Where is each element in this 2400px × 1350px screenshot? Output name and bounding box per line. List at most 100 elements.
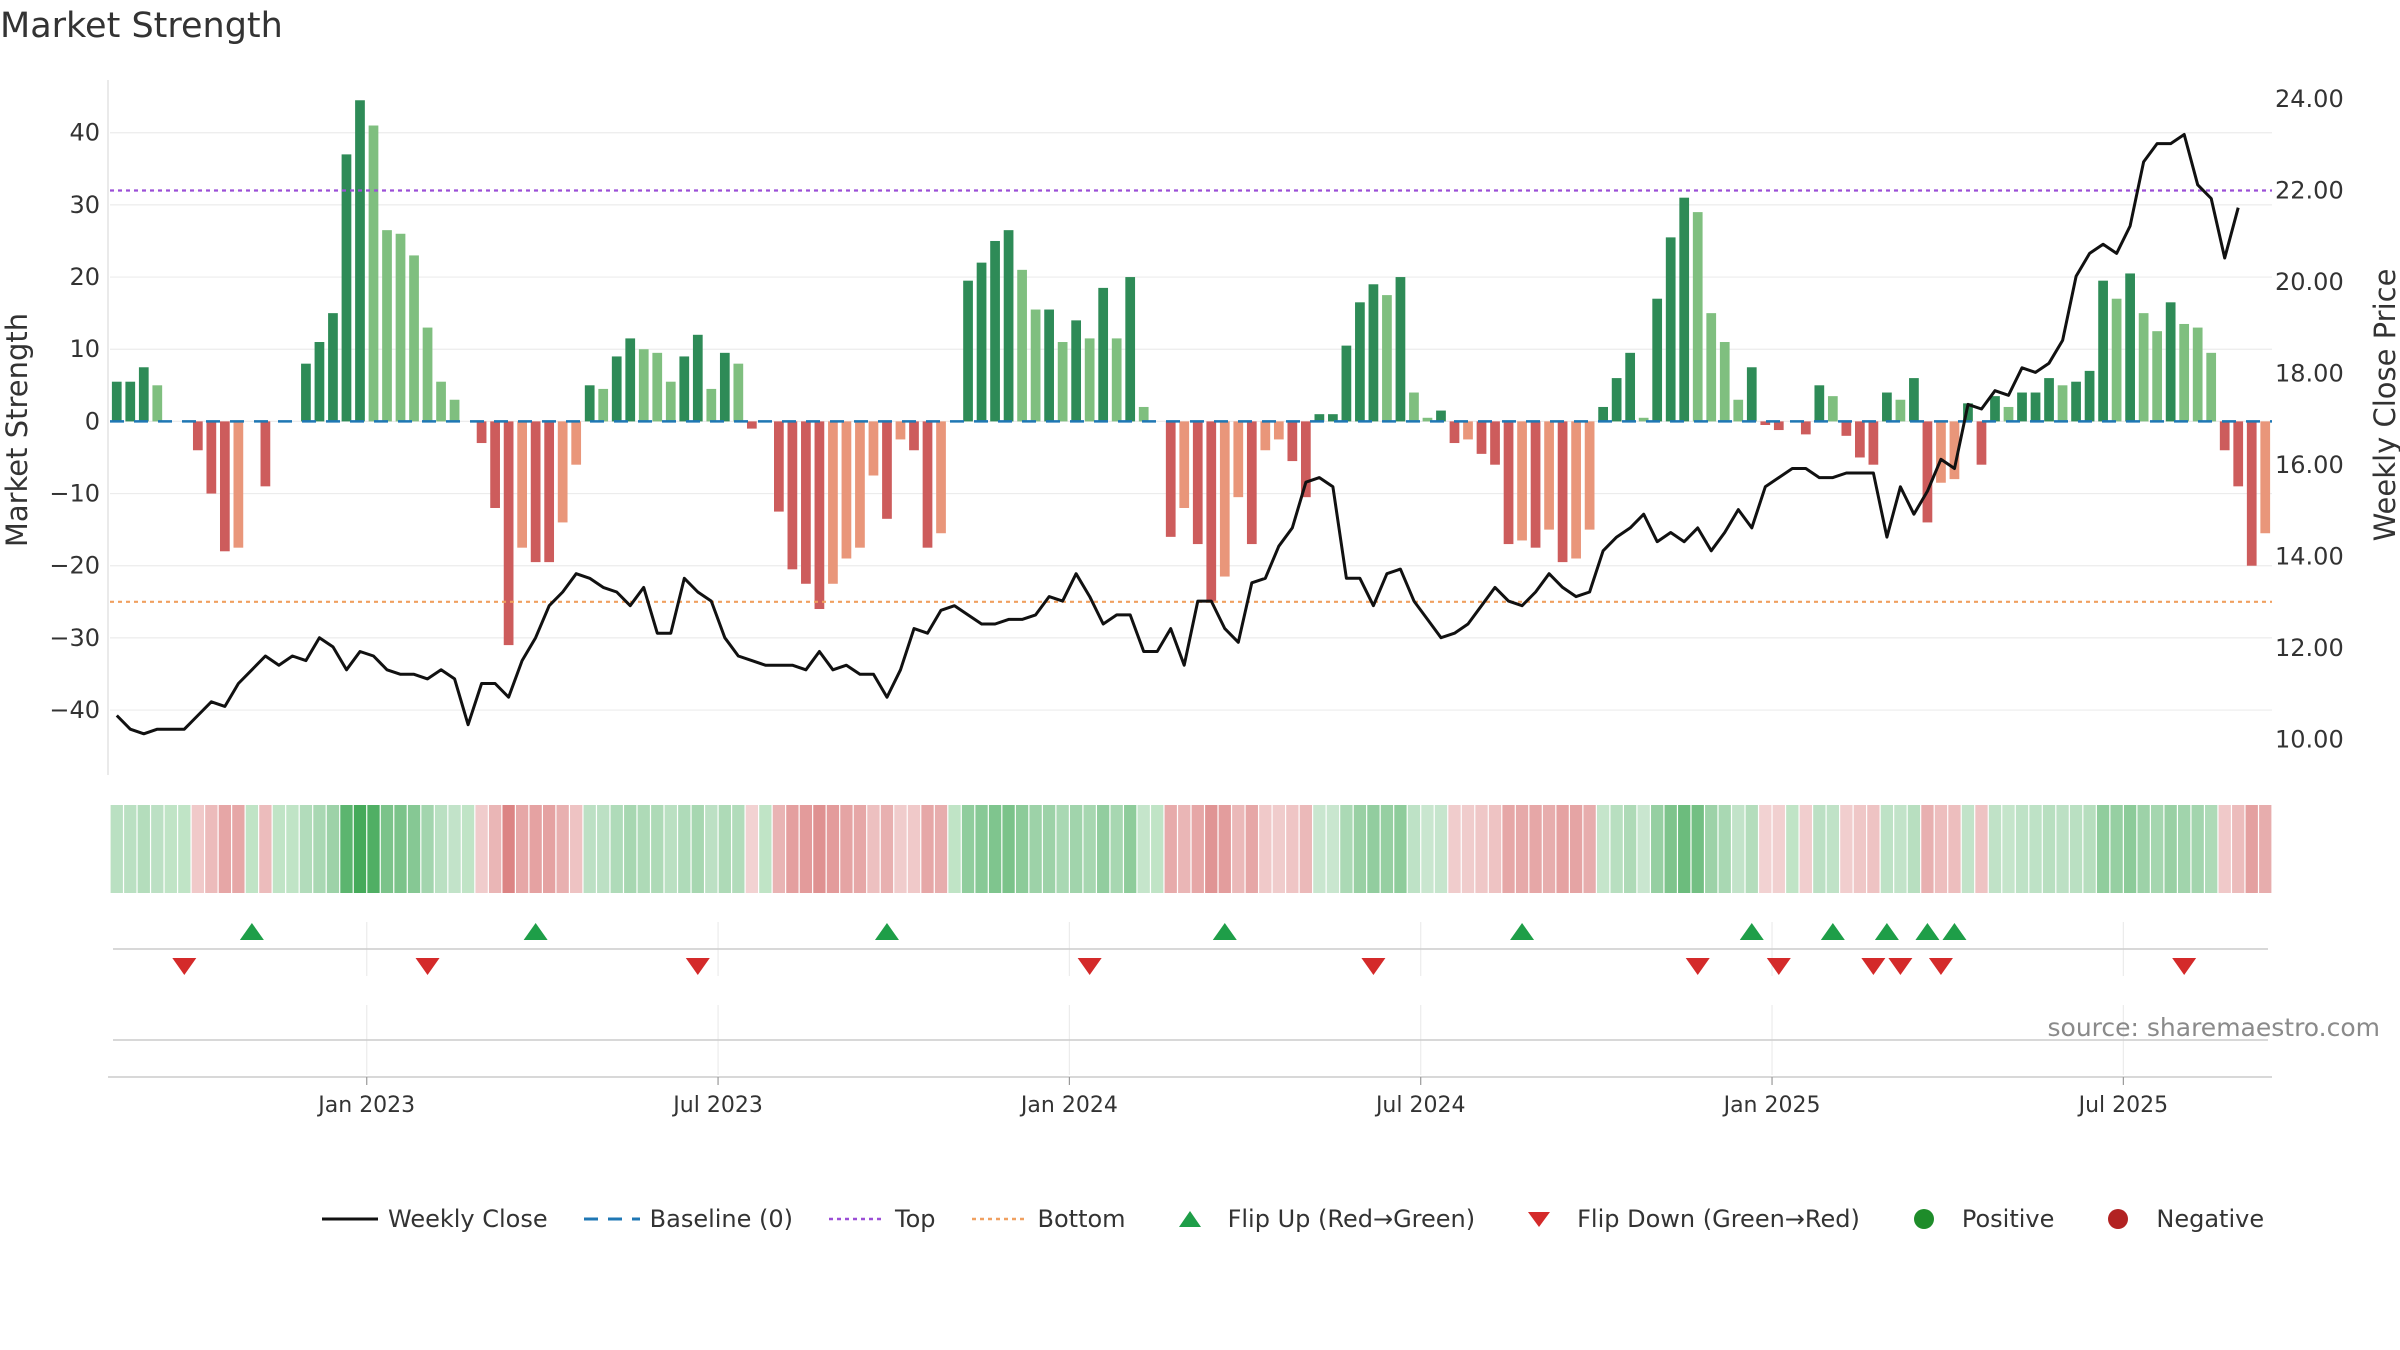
- flip-up-marker: [1510, 923, 1535, 940]
- heat-cell: [1880, 805, 1894, 893]
- strength-bar: [1300, 421, 1311, 498]
- strength-bar: [2084, 370, 2095, 422]
- strength-bar: [1328, 414, 1338, 422]
- strength-bar: [395, 233, 406, 422]
- strength-bar: [584, 385, 595, 422]
- heat-cell: [1826, 805, 1839, 893]
- strength-bar: [2179, 323, 2190, 422]
- heat-cell: [583, 805, 596, 893]
- heat-cell: [1286, 805, 1299, 893]
- heat-cell: [664, 805, 677, 893]
- y-tick-label: 20: [69, 263, 100, 291]
- strength-bar: [1098, 287, 1109, 422]
- weekly-close-line: [115, 133, 2240, 736]
- y2-tick-label: 14.00: [2275, 542, 2344, 570]
- y2-tick-label: 20.00: [2275, 268, 2344, 296]
- heat-cell: [1921, 805, 1934, 893]
- strength-bar: [314, 342, 325, 422]
- heat-cell: [1624, 805, 1637, 893]
- strength-bar: [409, 255, 419, 422]
- heat-cell: [2056, 805, 2069, 893]
- heat-cell: [2232, 805, 2245, 893]
- flip-up-marker: [1915, 923, 1940, 940]
- strength-bar: [1571, 421, 1581, 559]
- heat-cell: [826, 805, 840, 893]
- heat-cell: [1515, 805, 1529, 893]
- strength-bar: [557, 421, 568, 523]
- heat-cell: [691, 805, 704, 893]
- flip-down-marker: [415, 958, 440, 975]
- heat-cell: [340, 805, 353, 893]
- strength-bar: [1233, 421, 1244, 498]
- heat-cell: [1799, 805, 1812, 893]
- heat-cell: [786, 805, 799, 893]
- strength-bar: [1692, 212, 1703, 422]
- heat-cell: [1205, 805, 1218, 893]
- heat-cell: [2002, 805, 2015, 893]
- strength-bar: [1260, 421, 1271, 451]
- flip-up-marker: [1874, 923, 1899, 940]
- heat-cell: [637, 805, 650, 893]
- heat-cell: [2110, 805, 2123, 893]
- strength-bar: [665, 381, 676, 422]
- heat-cell: [1326, 805, 1340, 893]
- heat-cell: [286, 805, 299, 893]
- strength-bar: [233, 421, 244, 548]
- heat-cell: [880, 805, 894, 893]
- strength-bar: [855, 421, 865, 548]
- strength-bar: [1949, 421, 1960, 480]
- heat-cell: [1691, 805, 1704, 893]
- y2-tick-label: 24.00: [2275, 85, 2344, 113]
- strength-bar: [719, 352, 730, 422]
- legend-bottom: Bottom: [970, 1205, 1126, 1233]
- strength-bar: [1436, 410, 1446, 422]
- heat-cell: [164, 805, 177, 893]
- strength-bar: [611, 356, 622, 422]
- heat-cell: [178, 805, 191, 893]
- heat-cell: [1015, 805, 1029, 893]
- legend-flip-up: Flip Up (Red→Green): [1160, 1205, 1475, 1233]
- heat-cell: [1894, 805, 1907, 893]
- heat-cell: [1353, 805, 1367, 893]
- heat-cell: [2164, 805, 2177, 893]
- strength-bar: [503, 421, 514, 646]
- heat-cell: [529, 805, 542, 893]
- heat-strip: [110, 805, 2272, 893]
- heat-cell: [853, 805, 867, 893]
- strength-bar: [1341, 345, 1352, 422]
- flip-down-marker: [1766, 958, 1791, 975]
- strength-bar: [138, 367, 149, 422]
- strength-bar: [1746, 367, 1757, 422]
- heat-cell: [1232, 805, 1245, 893]
- legend: Weekly Close Baseline (0) Top Bottom Fli…: [320, 1205, 2298, 1233]
- heat-cell: [1678, 805, 1691, 893]
- strength-bar: [1138, 406, 1149, 422]
- strength-bar: [909, 421, 919, 451]
- strength-bar: [1449, 421, 1460, 444]
- heat-cell: [1434, 805, 1448, 893]
- heat-cell: [1718, 805, 1731, 893]
- x-tick-label: Jul 2025: [2077, 1093, 2169, 1118]
- heat-cell: [461, 805, 475, 893]
- strength-bar: [1206, 421, 1217, 602]
- strength-bar: [2152, 331, 2163, 422]
- heat-cell: [421, 805, 434, 893]
- heat-cell: [2069, 805, 2083, 893]
- strength-bar: [2003, 406, 2014, 422]
- heat-cell: [2137, 805, 2150, 893]
- heat-cell: [1529, 805, 1542, 893]
- legend-bottom-label: Bottom: [1037, 1205, 1126, 1233]
- heat-cell: [813, 805, 826, 893]
- heat-cell: [948, 805, 961, 893]
- strength-bar: [976, 262, 987, 422]
- heat-cell: [1651, 805, 1664, 893]
- heat-cell: [934, 805, 948, 893]
- heat-cell: [570, 805, 583, 893]
- heat-cell: [1380, 805, 1394, 893]
- strength-bar: [1544, 421, 1554, 530]
- strength-bar: [1882, 392, 1892, 422]
- heat-cell: [218, 805, 232, 893]
- left-axis: 40 30 20 10 0 −10 −20 −30 −40 Market Strength: [0, 80, 109, 775]
- strength-bar: [1490, 421, 1500, 465]
- strength-bar: [963, 280, 973, 422]
